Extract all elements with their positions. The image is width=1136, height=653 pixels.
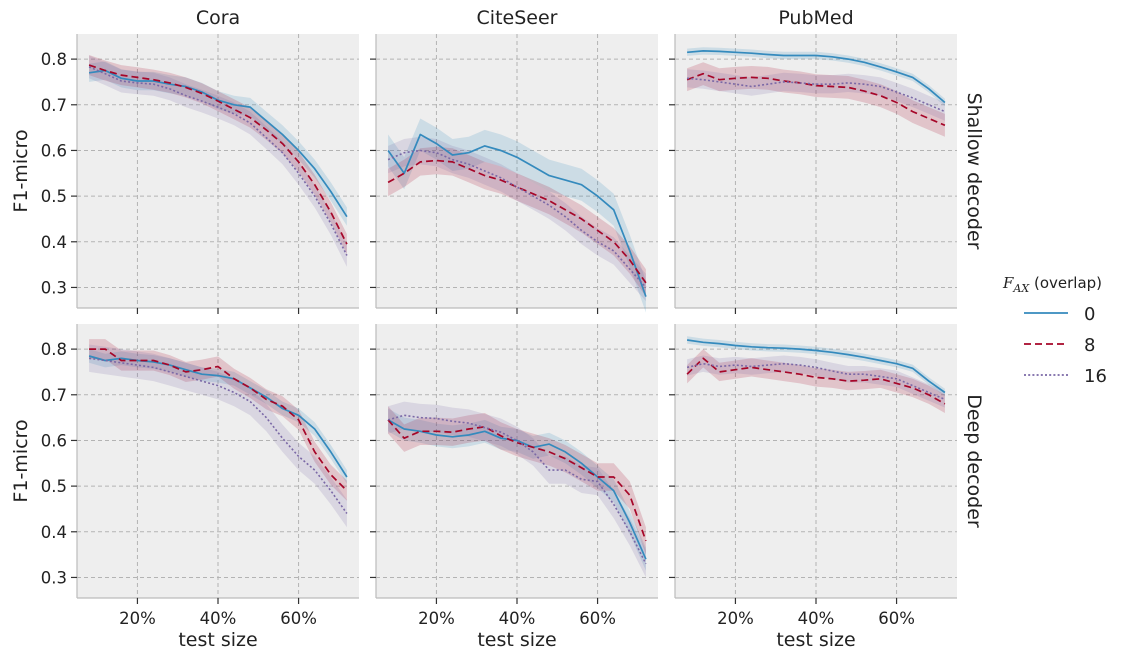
x-axis-label: test size — [178, 629, 257, 651]
row-title-shallow-decoder: Shallow decoder — [963, 93, 985, 250]
line-series-8 — [88, 64, 348, 245]
y-tick-label: 0.3 — [41, 568, 67, 587]
band-series-16 — [89, 344, 347, 528]
panel-deep-decoder-pubmed — [669, 324, 957, 604]
line-series-0 — [687, 50, 946, 104]
band-series-16 — [89, 55, 347, 267]
y-tick-label: 0.7 — [41, 386, 67, 405]
y-tick-label: 0.7 — [41, 96, 67, 115]
x-tick-label: 60% — [579, 609, 616, 628]
line-series-0 — [686, 339, 946, 394]
y-axis-label: F1-micro — [10, 419, 32, 502]
y-tick-label: 0.6 — [41, 431, 67, 450]
line-series-8 — [686, 72, 946, 127]
column-title-cora: Cora — [196, 7, 240, 29]
legend-title: FAX (overlap) — [1002, 274, 1102, 295]
x-tick-label: 60% — [878, 609, 915, 628]
x-axis-label: test size — [776, 629, 855, 651]
band-series-16 — [388, 136, 646, 302]
legend-label-16: 16 — [1084, 366, 1107, 387]
y-tick-label: 0.3 — [41, 278, 67, 297]
legend-label-8: 8 — [1084, 335, 1095, 356]
panel-shallow-decoder-cora — [71, 34, 359, 314]
x-tick-label: 20% — [717, 609, 754, 628]
band-series-8 — [687, 349, 945, 413]
band-series-8 — [388, 406, 646, 555]
line-series-16 — [387, 414, 647, 565]
line-series-8 — [387, 419, 647, 542]
y-tick-label: 0.4 — [41, 523, 67, 542]
y-tick-label: 0.4 — [41, 233, 67, 252]
legend-title-text: (overlap) — [1029, 274, 1102, 292]
x-tick-label: 20% — [119, 609, 156, 628]
labels-layer: 0.3 0.4 0.5 0.6 0.7 0.8 0.3 0.4 0.5 0.6 0.7 0.8 20% 4… — [10, 7, 985, 651]
x-tick-label: 40% — [798, 609, 835, 628]
line-series-0 — [387, 133, 647, 297]
panel-deep-decoder-cora — [71, 324, 359, 604]
line-series-16 — [88, 357, 348, 514]
y-tick-label: 0.5 — [41, 187, 67, 206]
panel-shallow-decoder-citeseer — [370, 34, 658, 314]
line-series-16 — [88, 66, 348, 256]
line-series-0 — [387, 419, 647, 560]
panel-shallow-decoder-pubmed — [669, 34, 957, 314]
band-series-0 — [89, 61, 347, 226]
x-tick-label: 40% — [499, 609, 536, 628]
y-tick-label: 0.5 — [41, 477, 67, 496]
y-tick-label: 0.6 — [41, 141, 67, 160]
band-series-8 — [687, 62, 945, 137]
y-tick-label: 0.8 — [41, 340, 67, 359]
line-series-16 — [686, 362, 946, 401]
line-series-8 — [387, 159, 647, 284]
line-series-16 — [687, 77, 946, 113]
x-axis-label: test size — [477, 629, 556, 651]
column-title-citeseer: CiteSeer — [477, 7, 558, 29]
y-axis-label: F1-micro — [10, 129, 32, 212]
legend-title-subscript: AX — [1012, 282, 1030, 295]
x-tick-label: 60% — [280, 609, 317, 628]
band-series-0 — [388, 118, 646, 313]
column-title-pubmed: PubMed — [778, 7, 853, 29]
band-series-16 — [687, 355, 945, 408]
row-title-deep-decoder: Deep decoder — [963, 394, 985, 528]
x-tick-label: 40% — [200, 609, 237, 628]
band-series-16 — [687, 69, 945, 121]
legend-label-0: 0 — [1084, 304, 1095, 325]
legend: FAX (overlap) 0 8 16 — [1002, 274, 1107, 387]
line-series-8 — [89, 348, 348, 492]
y-tick-label: 0.8 — [41, 50, 67, 69]
band-series-0 — [687, 47, 945, 107]
band-series-16 — [388, 401, 646, 578]
panel-deep-decoder-citeseer — [370, 324, 658, 604]
x-tick-label: 20% — [418, 609, 455, 628]
band-series-8 — [388, 146, 646, 297]
legend-title-symbol: F — [1002, 274, 1014, 292]
panels-layer — [71, 34, 957, 604]
